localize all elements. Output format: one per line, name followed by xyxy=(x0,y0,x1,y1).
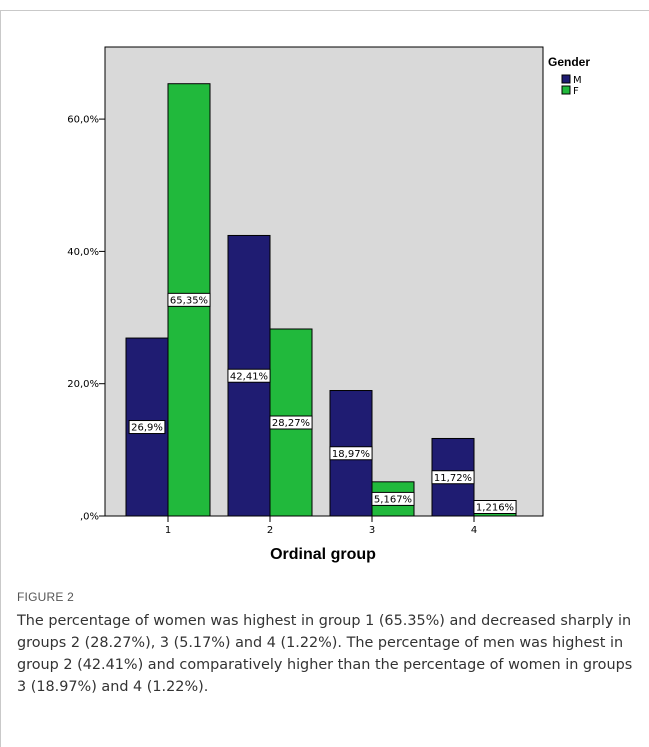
data-label-m-group-2-box: 42,41% xyxy=(227,368,271,383)
data-label-m-group-2: 42,41% xyxy=(230,371,268,382)
y-tick-label: ,0% xyxy=(80,512,99,523)
data-label-m-group-1-background xyxy=(128,420,166,435)
x-axis-title: Ordinal group xyxy=(270,546,376,563)
legend-label-f: F xyxy=(573,86,579,97)
x-tick-label: 3 xyxy=(369,525,375,536)
legend-title: Gender xyxy=(548,55,590,69)
data-label-f-group-3-box: 5,167% xyxy=(371,491,415,506)
figure-caption: The percentage of women was highest in g… xyxy=(17,613,633,695)
data-label-f-group-1-box: 65,35% xyxy=(167,292,211,307)
left-rule xyxy=(0,10,1,747)
data-label-f-group-2: 28,27% xyxy=(272,418,310,429)
data-label-m-group-4-background xyxy=(431,470,475,485)
data-label-f-group-2-box: 28,27% xyxy=(269,415,313,430)
data-label-m-group-4: 11,72% xyxy=(434,473,472,484)
data-label-f-group-1-background xyxy=(167,292,211,307)
y-axis: ,0% 20,0% 40,0% 60,0% xyxy=(67,115,105,523)
legend-swatch-m xyxy=(561,74,571,84)
legend-swatch-f xyxy=(561,85,571,95)
figure-label: FIGURE 2 xyxy=(17,590,74,604)
x-tick-label: 1 xyxy=(165,525,171,536)
y-tick-label: 20,0% xyxy=(67,379,99,390)
data-label-m-group-4-box: 11,72% xyxy=(431,470,475,485)
data-label-f-group-4: 1,216% xyxy=(476,503,514,514)
bar-labels: 26,9% 65,35% 42,41% 28,27% 18,97% 5,167% 11,72… xyxy=(128,292,517,514)
data-label-f-group-4-box: 1,216% xyxy=(473,500,517,514)
legend: Gender MF xyxy=(548,55,590,97)
data-label-f-group-1: 65,35% xyxy=(170,295,208,306)
data-label-m-group-3-box: 18,97% xyxy=(329,446,373,461)
data-label-f-group-4-background xyxy=(473,500,517,514)
data-label-m-group-2-background xyxy=(227,368,271,383)
data-label-f-group-3-background xyxy=(371,491,415,506)
data-label-m-group-3-background xyxy=(329,446,373,461)
data-label-m-group-3: 18,97% xyxy=(332,449,370,460)
y-tick-label: 60,0% xyxy=(67,115,99,126)
data-label-m-group-1: 26,9% xyxy=(131,423,163,434)
bar-chart: ,0% 20,0% 40,0% 60,0% 1 2 3 4 26,9% 65,35% 42,41… xyxy=(67,46,590,563)
data-label-f-group-2-background xyxy=(269,415,313,430)
x-tick-label: 2 xyxy=(267,525,273,536)
data-label-m-group-1-box: 26,9% xyxy=(128,420,166,435)
legend-label-m: M xyxy=(573,75,582,86)
y-tick-label: 40,0% xyxy=(67,247,99,258)
data-label-f-group-3: 5,167% xyxy=(374,495,412,506)
x-tick-label: 4 xyxy=(471,525,477,536)
x-axis: 1 2 3 4 xyxy=(165,516,477,536)
top-rule xyxy=(0,10,649,11)
